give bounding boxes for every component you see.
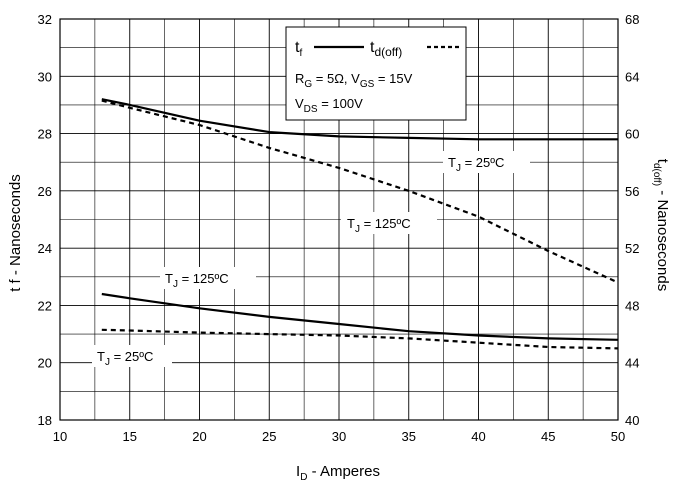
x-tick-label: 30 [332, 429, 346, 444]
y-right-tick-label: 56 [625, 184, 639, 199]
y-right-tick-label: 68 [625, 12, 639, 27]
x-tick-label: 10 [53, 429, 67, 444]
x-tick-label: 40 [471, 429, 485, 444]
x-tick-label: 15 [123, 429, 137, 444]
series-line-td-off-3 [101, 328, 619, 350]
x-axis-label: ID - Amperes [296, 463, 380, 483]
y-right-tick-label: 52 [625, 241, 639, 256]
annotation-tj25-low: TJ = 25ºC [97, 349, 153, 368]
tick-labels: 10 15 20 25 30 35 40 45 50 18 20 22 24 26 28 30 32 40 44 48… [38, 12, 640, 444]
annotation-bg-tj25-low [92, 345, 172, 367]
series-line-tf-2 [101, 292, 619, 341]
legend-condition-2: VDS = 100V [295, 96, 363, 115]
y-right-tick-label: 40 [625, 413, 639, 428]
legend-td-label: td(off) [370, 39, 402, 59]
x-tick-label: 45 [541, 429, 555, 444]
annotation-tj25-top: TJ = 25ºC [448, 155, 504, 174]
legend-condition-1: RG = 5Ω, VGS = 15V [295, 71, 413, 90]
plot-frame [59, 18, 619, 421]
y-right-tick-label: 64 [625, 69, 639, 84]
annotation-bg-tj25-top [443, 151, 530, 173]
x-tick-label: 35 [402, 429, 416, 444]
series-line-tf-0 [101, 98, 618, 141]
series-line-td-off-1 [101, 99, 619, 284]
y-axis-right-label: td(off) - Nanoseconds [651, 159, 671, 291]
annotation-bg-tj125-mid [341, 212, 437, 234]
legend-box [285, 26, 467, 121]
y-left-tick-label: 32 [38, 12, 52, 27]
x-tick-label: 50 [611, 429, 625, 444]
annotation-tj125-mid: TJ = 125ºC [347, 216, 411, 235]
y-right-tick-label: 60 [625, 127, 639, 142]
y-left-tick-label: 18 [38, 413, 52, 428]
legend-tf-label: tf [295, 39, 302, 59]
y-right-tick-label: 44 [625, 356, 639, 371]
y-left-tick-label: 20 [38, 356, 52, 371]
y-left-tick-label: 30 [38, 69, 52, 84]
legend: tf td(off) RG = 5Ω, VGS = 15V VDS = 100V [285, 26, 467, 121]
y-left-tick-label: 22 [38, 298, 52, 313]
x-tick-label: 25 [262, 429, 276, 444]
x-tick-label: 20 [192, 429, 206, 444]
annotation-bg-tj125-low [160, 267, 256, 289]
y-left-tick-label: 24 [38, 241, 52, 256]
annotations: TJ = 25ºC TJ = 125ºC TJ = 125ºC TJ = 25º… [92, 151, 530, 368]
y-right-tick-label: 48 [625, 298, 639, 313]
y-left-tick-label: 26 [38, 184, 52, 199]
y-axis-left-label: t f - Nanoseconds [7, 174, 24, 292]
data-series [101, 98, 619, 350]
y-left-tick-label: 28 [38, 127, 52, 142]
annotation-tj125-low: TJ = 125ºC [165, 271, 229, 290]
